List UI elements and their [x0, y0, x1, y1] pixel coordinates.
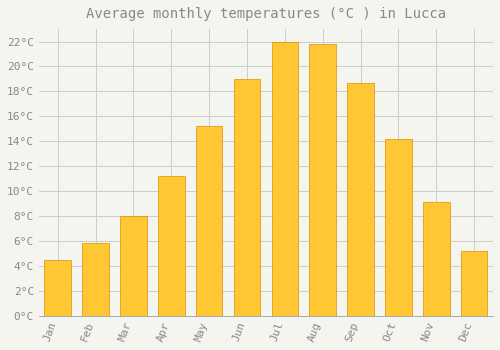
Bar [44, 260, 71, 316]
Bar [423, 202, 450, 316]
Bar [234, 79, 260, 316]
Bar [348, 83, 374, 316]
Bar [461, 251, 487, 316]
Title: Average monthly temperatures (°C ) in Lucca: Average monthly temperatures (°C ) in Lu… [86, 7, 446, 21]
Bar [310, 44, 336, 316]
Bar [158, 176, 184, 316]
Bar [196, 126, 222, 316]
Bar [272, 42, 298, 316]
Bar [82, 244, 109, 316]
Bar [385, 139, 411, 316]
Bar [120, 216, 146, 316]
